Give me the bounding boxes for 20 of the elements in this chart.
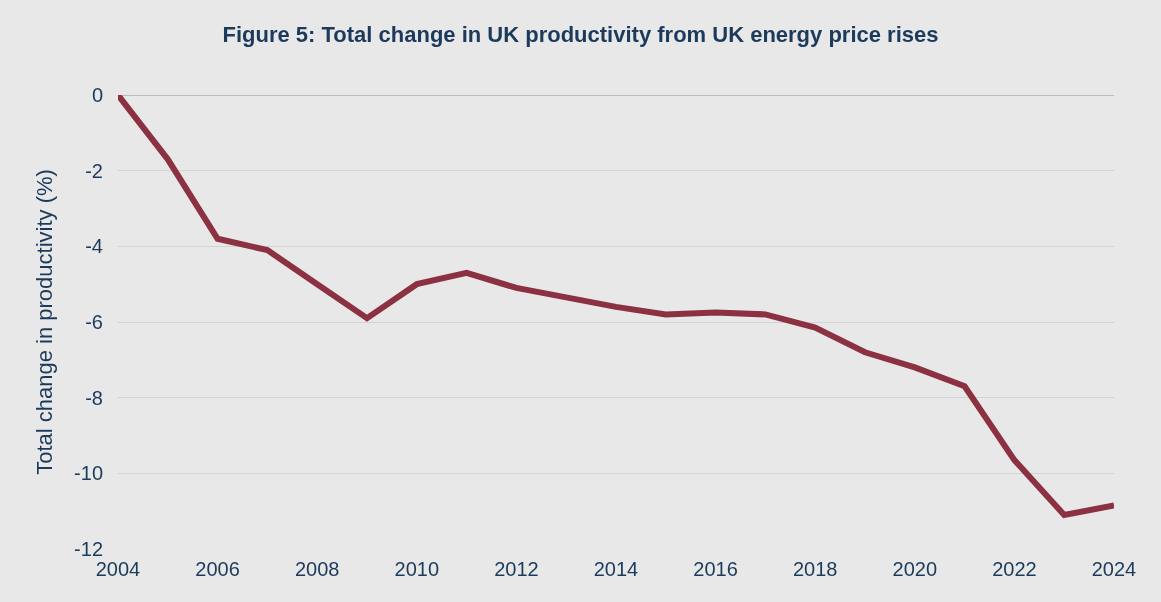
x-tick-label: 2018 [792,558,838,580]
y-tick-label: -8 [85,386,103,409]
x-tick-label: 2008 [294,558,340,580]
x-tick-label: 2004 [95,558,141,580]
x-tick-label: 2006 [195,558,240,580]
chart-title: Figure 5: Total change in UK productivity from UK energy price rises [222,22,939,48]
x-tick-label: 2010 [394,558,440,580]
x-tick-label: 2014 [593,558,639,580]
y-tick-label: -6 [85,311,103,333]
x-tick-label: 2020 [892,558,938,580]
y-axis-title: Total change in productivity (%) [31,169,57,475]
x-tick-label: 2022 [992,558,1037,580]
x-tick-label: 2012 [494,558,539,580]
y-tick-label: -4 [85,235,103,258]
y-tick-label: -12 [74,538,103,560]
y-tick-label: -10 [74,462,103,485]
y-tick-label: 0 [91,84,103,106]
y-tick-label: -2 [85,159,103,182]
x-tick-label: 2024 [1091,558,1137,580]
x-tick-label: 2016 [693,558,738,580]
